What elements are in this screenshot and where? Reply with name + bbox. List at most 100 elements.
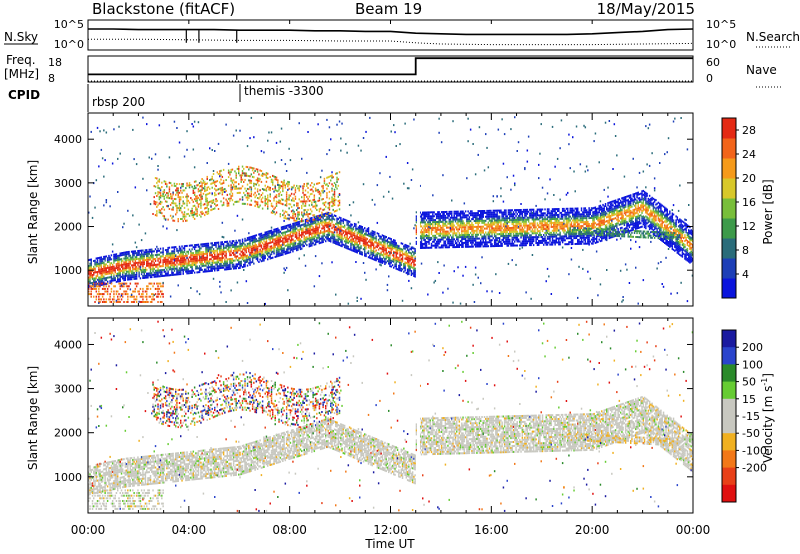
power-cell bbox=[322, 213, 324, 216]
power-cell bbox=[124, 257, 127, 260]
power-cell bbox=[110, 290, 113, 293]
power-cell bbox=[210, 242, 212, 245]
power-cell bbox=[245, 190, 248, 192]
power-cell bbox=[408, 263, 410, 266]
power-cell bbox=[298, 224, 300, 227]
power-cell bbox=[361, 233, 363, 236]
power-cell bbox=[297, 204, 299, 207]
power-cell bbox=[316, 209, 318, 211]
power-cell bbox=[466, 243, 468, 246]
power-cell bbox=[91, 274, 94, 276]
power-cell bbox=[356, 251, 358, 254]
power-cell bbox=[423, 233, 425, 236]
power-cell bbox=[301, 207, 303, 210]
power-cell bbox=[365, 237, 367, 240]
power-cell bbox=[367, 232, 370, 235]
power-cell bbox=[197, 267, 200, 270]
power-cell bbox=[207, 186, 210, 189]
power-cell bbox=[159, 251, 162, 254]
power-cell bbox=[248, 192, 250, 195]
power-cell bbox=[182, 189, 184, 192]
power-cell bbox=[405, 250, 408, 253]
power-cell bbox=[410, 258, 413, 261]
power-cell bbox=[159, 259, 162, 262]
power-cell bbox=[467, 235, 469, 238]
power-cell bbox=[356, 237, 358, 240]
power-cell bbox=[94, 269, 96, 272]
power-cell bbox=[395, 244, 397, 247]
power-cell bbox=[327, 185, 329, 187]
power-cell bbox=[232, 246, 235, 248]
power-cell bbox=[169, 295, 172, 298]
power-cell bbox=[265, 252, 268, 255]
power-cell bbox=[451, 244, 453, 247]
power-cell bbox=[317, 199, 319, 202]
power-cell bbox=[250, 247, 253, 250]
power-cell bbox=[328, 208, 331, 211]
power-cell bbox=[292, 214, 294, 217]
power-cell bbox=[119, 278, 121, 281]
power-cell bbox=[263, 237, 265, 240]
power-cell bbox=[335, 215, 337, 217]
power-cell bbox=[424, 215, 426, 218]
nsky-ytick-bottom: 10^0 bbox=[54, 38, 84, 51]
power-cell bbox=[280, 226, 283, 229]
power-cell bbox=[278, 229, 280, 232]
power-cell bbox=[219, 175, 221, 178]
power-cell bbox=[263, 239, 265, 242]
power-cell bbox=[452, 236, 454, 239]
power-cell bbox=[292, 248, 294, 251]
power-cell bbox=[115, 253, 118, 256]
power-cell bbox=[159, 290, 162, 293]
power-cell bbox=[230, 248, 232, 251]
power-cell bbox=[231, 240, 234, 243]
power-cell bbox=[341, 243, 343, 246]
power-cell bbox=[245, 196, 248, 199]
power-cell bbox=[157, 249, 159, 252]
power-cell bbox=[326, 235, 328, 238]
power-cell bbox=[115, 293, 118, 296]
power-cell bbox=[314, 200, 317, 203]
power-cell bbox=[130, 274, 133, 277]
power-cell bbox=[326, 216, 328, 219]
power-cell bbox=[306, 213, 308, 216]
power-cell bbox=[379, 241, 381, 244]
power-cell bbox=[224, 264, 226, 267]
power-cell bbox=[317, 220, 319, 223]
power-cell bbox=[318, 208, 321, 211]
power-cell bbox=[285, 195, 288, 198]
power-cell bbox=[351, 243, 353, 246]
power-cell bbox=[366, 238, 369, 240]
power-cell bbox=[261, 252, 264, 254]
power-cell bbox=[258, 237, 260, 240]
power-cell bbox=[256, 179, 259, 182]
power-cell bbox=[274, 228, 276, 231]
power-cell bbox=[371, 238, 374, 241]
power-cell bbox=[323, 238, 326, 241]
power-cell bbox=[360, 233, 362, 236]
power-cell bbox=[364, 254, 366, 257]
power-cell bbox=[210, 266, 212, 268]
power-cell bbox=[272, 209, 274, 212]
power-cell bbox=[341, 241, 343, 244]
power-cell bbox=[138, 223, 140, 226]
power-cell bbox=[217, 241, 220, 244]
power-cell bbox=[336, 227, 338, 230]
power-cell bbox=[157, 285, 159, 288]
power-cell bbox=[197, 188, 200, 191]
power-cell bbox=[153, 268, 155, 270]
power-cell bbox=[139, 269, 142, 272]
power-cell bbox=[214, 261, 216, 264]
power-cell bbox=[360, 225, 362, 228]
power-cell bbox=[256, 188, 259, 191]
power-cell bbox=[158, 282, 161, 285]
power-cell bbox=[181, 191, 183, 194]
power-cell bbox=[156, 250, 158, 252]
power-cell bbox=[178, 259, 181, 262]
power-cell bbox=[388, 254, 390, 257]
power-cell bbox=[325, 205, 327, 208]
power-cell bbox=[188, 248, 191, 251]
power-cell bbox=[159, 269, 162, 272]
power-cell bbox=[209, 147, 211, 150]
power-cell bbox=[316, 231, 318, 234]
